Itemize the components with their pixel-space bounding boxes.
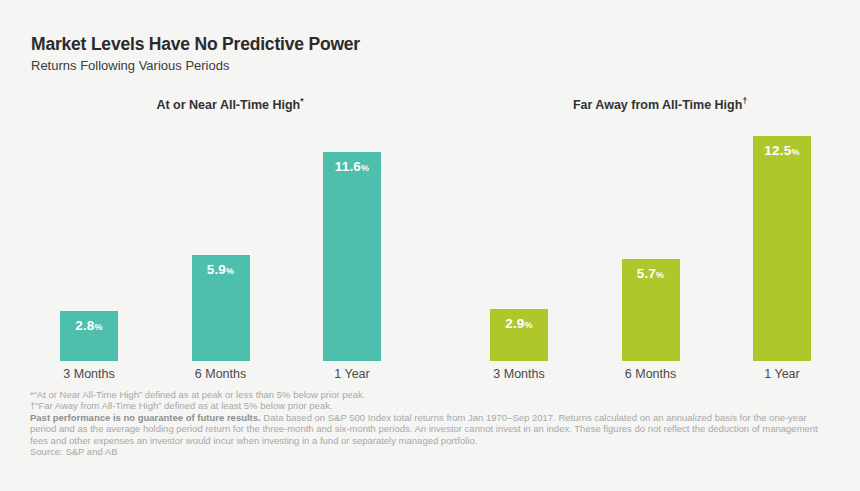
bar-value-number: 5.7 <box>637 266 656 281</box>
bar-group-3-months: 2.9% 3 Months <box>490 135 548 361</box>
bar-value-label: 5.9% <box>192 262 250 277</box>
footnotes-block: *“At or Near All-Time High” defined as a… <box>30 389 834 457</box>
bar-3-months: 2.8% <box>60 311 118 361</box>
bar-1-year: 11.6% <box>323 152 381 361</box>
bar-value-number: 11.6 <box>335 159 361 174</box>
category-label: 1 Year <box>764 367 799 381</box>
plot-area: 2.8% 3 Months 5.9% 6 Months 11.6% 1 Year <box>30 135 430 361</box>
percent-sign: % <box>226 266 234 276</box>
bar-value-label: 5.7% <box>622 266 680 281</box>
bar-group-3-months: 2.8% 3 Months <box>60 135 118 361</box>
footnote-definition-far-away: †“Far Away from All-Time High” defined a… <box>30 400 834 411</box>
bar-group-6-months: 5.9% 6 Months <box>192 135 250 361</box>
footnote-definition-near-high: *“At or Near All-Time High” defined as a… <box>30 389 834 400</box>
page-subtitle: Returns Following Various Periods <box>31 58 229 73</box>
bar-value-number: 2.9 <box>505 316 524 331</box>
bar-value-label: 2.9% <box>490 316 548 331</box>
disclaimer-paragraph: Past performance is no guarantee of futu… <box>30 412 834 446</box>
chart-title: Far Away from All-Time High† <box>460 94 860 112</box>
source-line: Source: S&P and AB <box>30 446 834 457</box>
footnote-marker: † <box>742 96 747 106</box>
bar-1-year: 12.5% <box>753 136 811 361</box>
chart-title-text: Far Away from All-Time High <box>573 98 742 112</box>
plot-area: 2.9% 3 Months 5.7% 6 Months 12.5% 1 Year <box>460 135 860 361</box>
bar-value-number: 5.9 <box>207 262 226 277</box>
bar-group-6-months: 5.7% 6 Months <box>622 135 680 361</box>
bar-6-months: 5.7% <box>622 259 680 362</box>
footnote-marker: * <box>300 96 303 106</box>
category-label: 6 Months <box>195 367 246 381</box>
bar-6-months: 5.9% <box>192 255 250 361</box>
chart-at-or-near-all-time-high: At or Near All-Time High* 2.8% 3 Months … <box>30 94 430 361</box>
chart-far-away-from-all-time-high: Far Away from All-Time High† 2.9% 3 Mont… <box>460 94 860 361</box>
category-label: 1 Year <box>334 367 369 381</box>
bar-value-label: 2.8% <box>60 318 118 333</box>
bar-value-number: 2.8 <box>75 318 94 333</box>
bar-3-months: 2.9% <box>490 309 548 361</box>
bar-value-label: 12.5% <box>753 143 811 158</box>
percent-sign: % <box>95 322 103 332</box>
category-label: 6 Months <box>625 367 676 381</box>
category-label: 3 Months <box>493 367 544 381</box>
chart-title-text: At or Near All-Time High <box>156 98 300 112</box>
percent-sign: % <box>361 163 369 173</box>
percent-sign: % <box>656 270 664 280</box>
percent-sign: % <box>791 147 799 157</box>
bar-value-number: 12.5 <box>764 143 791 158</box>
percent-sign: % <box>525 320 533 330</box>
bar-group-1-year: 11.6% 1 Year <box>323 135 381 361</box>
bar-value-label: 11.6% <box>323 159 381 174</box>
category-label: 3 Months <box>63 367 114 381</box>
bar-group-1-year: 12.5% 1 Year <box>753 135 811 361</box>
chart-title: At or Near All-Time High* <box>30 94 430 112</box>
disclaimer-bold-lead: Past performance is no guarantee of futu… <box>30 412 261 423</box>
page-title: Market Levels Have No Predictive Power <box>31 34 360 55</box>
figure-canvas: Market Levels Have No Predictive Power R… <box>0 0 860 491</box>
